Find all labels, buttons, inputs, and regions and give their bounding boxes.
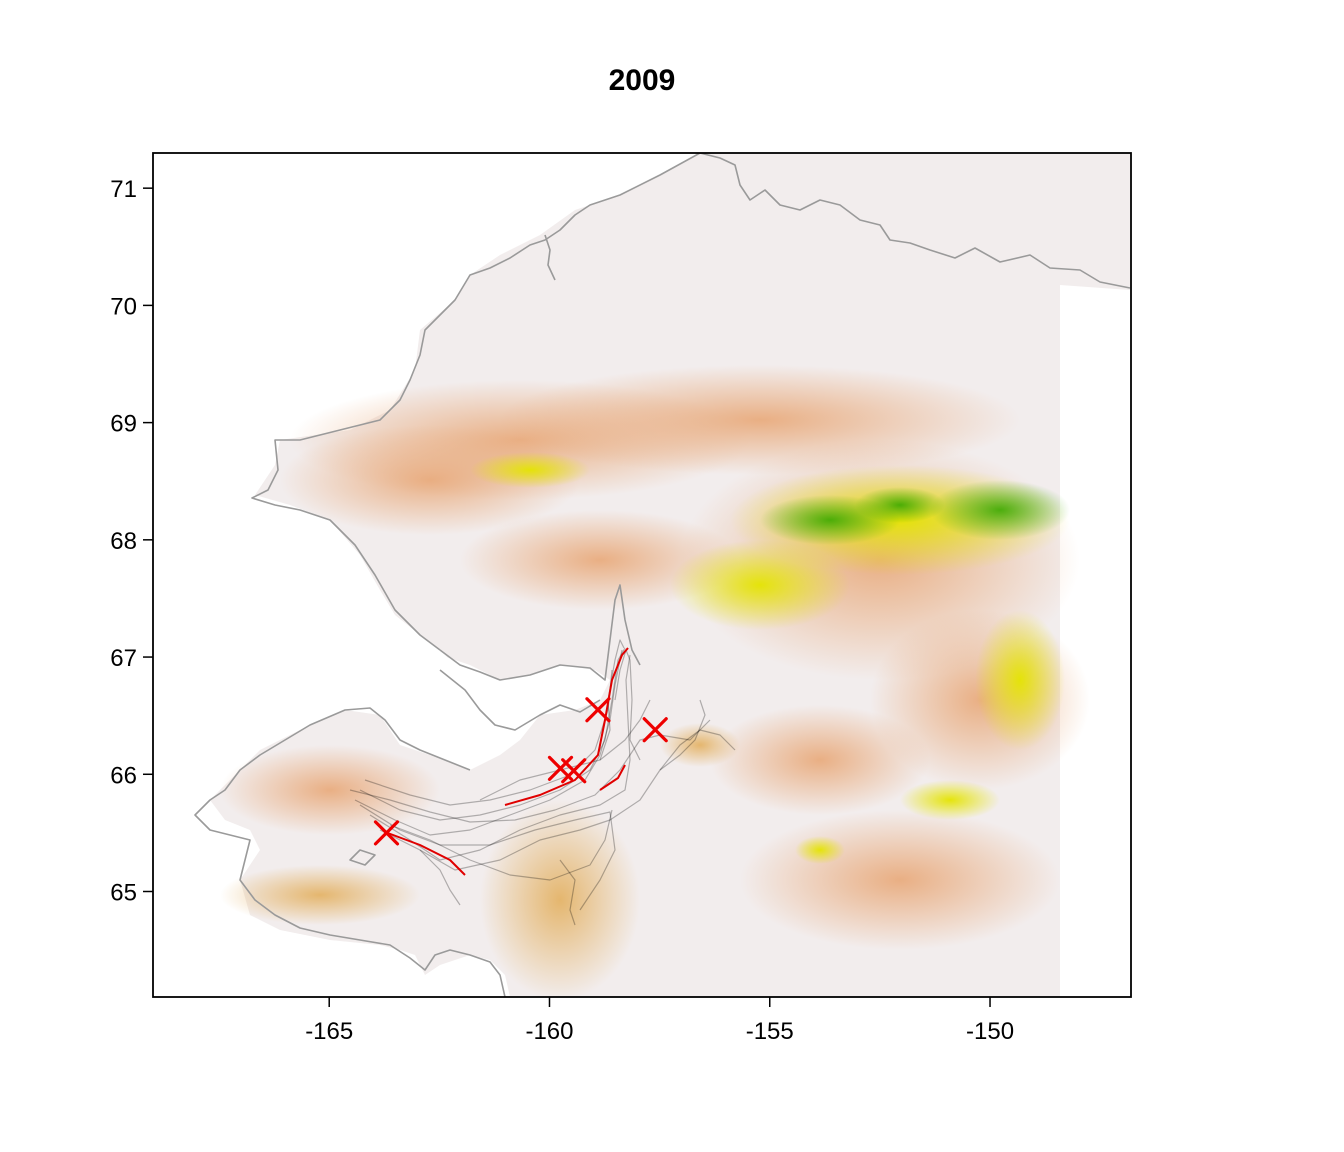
y-tick-label: 68	[110, 528, 137, 555]
y-tick-label: 71	[110, 176, 137, 203]
capture-marker	[585, 697, 611, 723]
x-tick-label: -160	[525, 1018, 573, 1045]
x-tick-label: -165	[305, 1018, 353, 1045]
y-tick-label: 66	[110, 762, 137, 789]
map-title: 2009	[609, 64, 676, 97]
capture-markers	[373, 697, 668, 846]
y-tick-label: 65	[110, 880, 137, 907]
y-tick-label: 69	[110, 411, 137, 438]
x-axis: -165 -160 -155 -150	[305, 997, 1014, 1045]
terrain-layer	[210, 153, 1130, 997]
x-tick-label: -150	[966, 1018, 1014, 1045]
x-tick-label: -155	[746, 1018, 794, 1045]
plot-frame	[152, 152, 1132, 998]
y-tick-label: 67	[110, 645, 137, 672]
y-tick-label: 70	[110, 293, 137, 320]
capture-marker	[373, 820, 400, 846]
capture-marker	[561, 758, 587, 784]
sea-inlet	[440, 655, 560, 730]
y-axis: 65 66 67 68 69 70 71	[110, 176, 153, 907]
capture-marker	[642, 717, 668, 743]
coastline	[194, 153, 1131, 997]
movement-tracks	[349, 639, 736, 926]
